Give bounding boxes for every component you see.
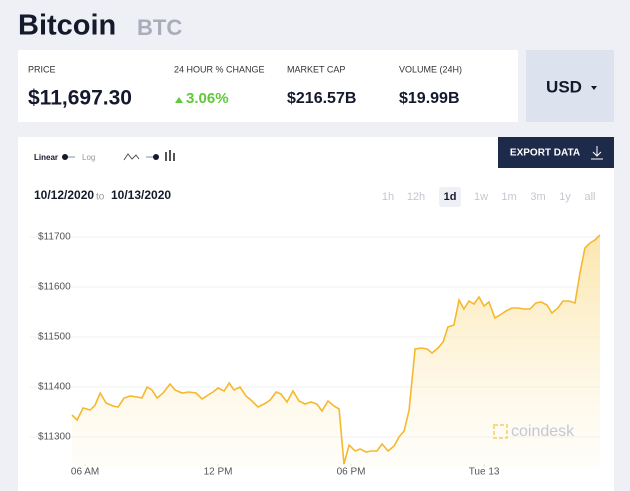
date-separator: to [96, 192, 105, 203]
range-option[interactable]: 1m [501, 191, 516, 203]
x-tick-label: 06 AM [71, 467, 99, 478]
range-option[interactable]: 1d [444, 191, 457, 203]
export-label[interactable]: EXPORT DATA [510, 148, 580, 159]
range-option[interactable]: all [584, 191, 595, 203]
scale-option[interactable]: Log [82, 153, 95, 162]
scale-toggle-knob [62, 154, 68, 160]
x-tick-label: Tue 13 [469, 467, 500, 478]
stats-card [18, 50, 518, 122]
dropdown-caret [591, 86, 597, 90]
date-from[interactable]: 10/12/2020 [34, 188, 94, 202]
range-option[interactable]: 12h [407, 191, 425, 203]
scale-option[interactable]: Linear [34, 153, 58, 162]
x-tick-label: 06 PM [337, 467, 366, 478]
export-button[interactable] [498, 137, 614, 168]
range-option[interactable]: 1h [382, 191, 394, 203]
area [72, 235, 600, 467]
stat-label: PRICE [28, 64, 56, 74]
stat-label: MARKET CAP [287, 64, 345, 74]
stat-value: 3.06% [186, 90, 229, 107]
up-arrow [175, 97, 183, 103]
y-tick-label: $11700 [38, 232, 71, 243]
x-tick-label: 12 PM [204, 467, 233, 478]
range-option[interactable]: 3m [530, 191, 545, 203]
watermark-logo [493, 424, 508, 439]
range-option[interactable]: 1w [474, 191, 488, 203]
download-icon [591, 146, 603, 160]
y-tick-label: $11600 [38, 282, 71, 293]
y-tick-label: $11400 [38, 382, 71, 393]
currency-button[interactable] [526, 50, 614, 122]
coin-title: Bitcoin [18, 10, 116, 42]
currency-label[interactable]: USD [546, 77, 582, 96]
date-to[interactable]: 10/13/2020 [111, 188, 171, 202]
stat-value: $11,697.30 [28, 87, 132, 110]
watermark: coindesk [511, 423, 575, 440]
candle-icon[interactable] [165, 150, 175, 161]
price-line [71, 234, 601, 465]
stat-value: $216.57B [287, 90, 356, 107]
plot: $11700 $11600 $11500 $11400 $11300 06 AM 12 PM… [30, 232, 601, 478]
y-tick-label: $11300 [38, 432, 71, 443]
range-selected [439, 187, 461, 207]
coin-symbol: BTC [137, 15, 182, 40]
stat-label: VOLUME (24H) [399, 64, 462, 74]
line-chart-icon[interactable] [123, 153, 140, 161]
stat-label: 24 HOUR % CHANGE [174, 64, 265, 74]
range-option[interactable]: 1y [559, 191, 571, 203]
y-tick-label: $11500 [38, 332, 71, 343]
stat-value: $19.99B [399, 90, 460, 107]
type-toggle-knob [153, 154, 159, 160]
